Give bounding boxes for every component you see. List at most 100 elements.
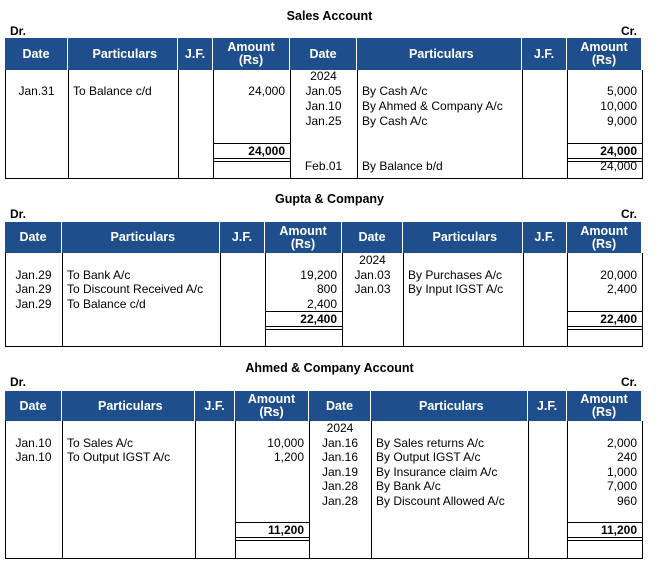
rule [5, 70, 6, 178]
entry-date: Jan.16 [321, 435, 359, 450]
rule [642, 70, 643, 178]
column-header: Date [5, 222, 62, 253]
entry-date: Jan.10 [305, 99, 342, 113]
entry-particulars: By Purchases A/c [408, 267, 503, 282]
column-header: Date [342, 222, 403, 253]
column-header: Particulars [68, 38, 178, 70]
entry-date: Feb.01 [304, 159, 343, 173]
header-text: Particulars [110, 230, 176, 244]
rule [265, 310, 342, 312]
column-header: Date [5, 38, 68, 70]
entry-particulars: By Discount Allowed A/c [376, 494, 505, 508]
rule [265, 325, 342, 327]
entry-date: Jan.10 [15, 435, 52, 450]
rule [403, 253, 404, 346]
cr-label: Cr. [620, 24, 637, 38]
column-header: Particulars [62, 391, 195, 421]
header-text: J.F. [533, 46, 555, 61]
total-amount: 11,200 [600, 523, 637, 538]
header-text: Date [309, 46, 337, 61]
rule [5, 178, 643, 179]
rule [62, 421, 63, 558]
entry-particulars: To Discount Received A/c [67, 282, 204, 297]
total-amount: 24,000 [600, 144, 637, 158]
rule [567, 328, 642, 330]
column-header: Amount (Rs) [213, 38, 290, 70]
entry-amount: 9,000 [606, 114, 637, 128]
entry-date: Jan.31 [18, 84, 55, 98]
rule [213, 161, 290, 162]
rule [567, 540, 642, 542]
header-text: Amount (Rs) [227, 40, 275, 67]
entry-amount: 2,000 [606, 435, 637, 450]
entry-amount: 1,000 [606, 464, 637, 479]
rule [567, 522, 642, 524]
entry-date: Jan.10 [15, 450, 52, 465]
dr-label: Dr. [10, 207, 27, 221]
column-header: J.F. [178, 38, 213, 70]
rule [642, 421, 643, 558]
rule [235, 522, 309, 524]
header-text: Particulars [419, 398, 484, 413]
entry-amount: 19,200 [300, 267, 337, 282]
entry-particulars: By Input IGST A/c [408, 282, 504, 297]
rule [178, 70, 179, 178]
column-header: Amount (Rs) [567, 38, 642, 70]
rule [62, 253, 63, 346]
header-text: Amount (Rs) [580, 40, 628, 67]
entry-date: Jan.03 [354, 267, 391, 282]
entry-amount: 10,000 [267, 435, 304, 450]
header-text: Date [358, 230, 386, 244]
rule [567, 143, 642, 144]
rule [309, 421, 310, 558]
entry-amount: 2,400 [606, 282, 637, 297]
account-title: Gupta & Company [274, 192, 385, 206]
column-header: Amount (Rs) [567, 222, 642, 253]
rule [342, 253, 343, 346]
column-header: Particulars [403, 222, 523, 253]
entry-particulars: By Sales returns A/c [376, 435, 485, 450]
total-amount: 22,400 [300, 311, 337, 326]
header-text: Particulars [92, 46, 158, 61]
column-header: Particulars [62, 222, 220, 253]
header-text: Particulars [409, 46, 474, 61]
entry-particulars: To Output IGST A/c [67, 450, 171, 465]
rule [528, 421, 529, 558]
column-header: Amount (Rs) [567, 391, 642, 421]
rule [213, 143, 290, 144]
rule [567, 325, 642, 327]
entry-date: Jan.16 [321, 450, 359, 465]
entry-particulars: By Output IGST A/c [376, 450, 481, 465]
entry-amount: 7,000 [606, 479, 637, 494]
header-text: Date [325, 398, 354, 413]
entry-particulars: To Balance c/d [73, 84, 152, 98]
header-text: Date [22, 46, 50, 61]
entry-particulars: To Balance c/d [67, 297, 146, 312]
column-header: Date [309, 391, 371, 421]
header-text: J.F. [204, 398, 225, 413]
column-header: Particulars [371, 391, 528, 421]
entry-date: Jan.25 [305, 114, 342, 128]
column-header: Particulars [357, 38, 522, 70]
rule [213, 70, 214, 178]
rule [5, 253, 6, 346]
entry-date: Jan.29 [15, 297, 52, 312]
entry-amount: 24,000 [600, 159, 637, 173]
total-amount: 24,000 [248, 144, 285, 158]
entry-particulars: By Bank A/c [376, 479, 441, 494]
rule [523, 253, 524, 346]
header-text: Particulars [98, 398, 163, 413]
header-text: Amount (Rs) [580, 223, 628, 251]
column-header: J.F. [220, 222, 265, 253]
entry-date: Jan.29 [15, 282, 52, 297]
header-text: J.F. [184, 46, 206, 61]
entry-date: Jan.19 [321, 464, 359, 479]
entry-amount: 24,000 [248, 84, 285, 98]
entry-particulars: By Cash A/c [362, 84, 428, 98]
rule [371, 421, 372, 558]
rule [195, 421, 196, 558]
header-text: Amount (Rs) [247, 392, 296, 419]
header-text: Date [19, 398, 47, 413]
rule [265, 328, 342, 330]
entry-particulars: By Cash A/c [362, 114, 428, 128]
